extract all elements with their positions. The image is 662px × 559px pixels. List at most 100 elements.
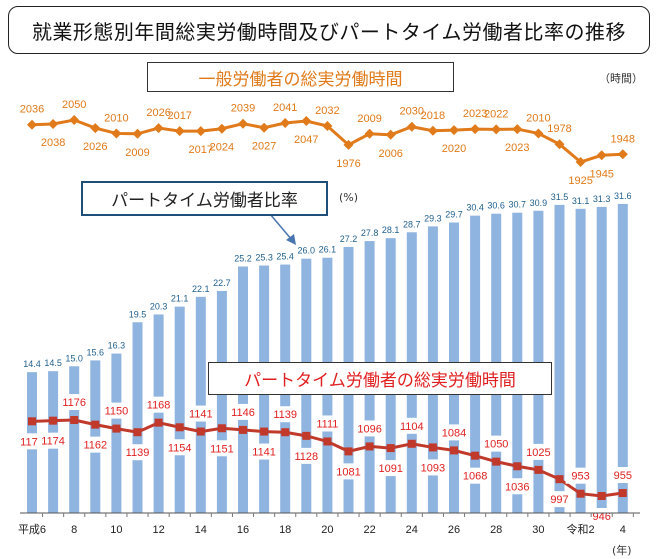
part-hours-value: 1139 [273,409,297,421]
part-hours-point [175,423,184,432]
part-hours-value-bg [586,508,617,524]
general-hours-value: 2017 [167,110,191,122]
general-hours-point [385,129,396,140]
part-hours-value: 1104 [400,421,424,433]
part-hours-value-bg [565,467,596,484]
x-tick-label: 28 [490,524,502,536]
part-hours-point [112,424,121,433]
general-hours-point [90,123,101,134]
part-hours-value: 955 [614,470,632,482]
general-hours-value: 2032 [315,105,339,117]
general-hours-value: 2026 [83,141,107,153]
x-tick-label: 22 [363,524,375,536]
part-hours-value-bg [122,444,153,461]
general-hours-value: 2010 [526,112,550,124]
general-hours-value: 1948 [611,133,635,145]
part-hours-point [239,425,247,434]
general-hours-point [406,121,417,132]
general-hours-point [238,118,248,129]
general-hours-point [470,124,481,135]
chart-title: 就業形態別年間総実労働時間及びパートタイム労働者比率の推移 [8,6,650,54]
general-hours-point [322,121,333,132]
part-hours-point [323,437,332,446]
part-hours-value: 1068 [463,471,487,483]
general-hours-point [617,149,628,160]
ratio-bar-value: 29.7 [445,209,463,219]
part-hours-point [70,416,79,424]
ratio-bar-value: 30.6 [487,201,505,211]
ratio-bar-value: 30.7 [509,200,527,210]
ratio-bar [216,290,227,513]
x-tick-label: 14 [195,524,207,536]
ratio-pointer-arrow [269,213,296,245]
part-hours-value-bg [460,467,491,484]
general-hours-value: 2026 [146,107,170,119]
part-hours-value-bg [249,443,280,460]
part-hours-value: 1084 [442,427,466,439]
part-hours-value: 1096 [357,423,381,435]
year-unit-label: (年) [612,544,632,557]
general-hours-value: 2041 [273,102,297,114]
part-hours-value: 1174 [41,436,65,448]
general-hours-point [491,124,502,135]
part-hours-value-bg [143,396,174,413]
ratio-bar-labels: 14.4 14.5 15.0 15.616.3 19.520.321.122.122.7… [23,191,631,369]
ratio-bar-value: 15.6 [87,347,105,357]
general-hours-value: 2020 [442,143,466,155]
general-hours-value: 2047 [294,134,318,146]
part-hours-value: 1081 [336,466,360,478]
general-hours-value: 2039 [231,103,255,115]
part-hours-value: 997 [550,494,568,506]
part-hours-value-bg [396,417,427,434]
part-hours-value-bg [375,460,406,477]
general-hours-point [27,119,37,130]
part-hours-value: 1150 [105,406,129,418]
general-hours-value: 2023 [463,108,487,120]
part-hours-value-bg [185,405,216,422]
ratio-bar-value: 29.3 [424,213,442,223]
part-hours-value: 1172 [20,436,44,448]
ratio-bar [111,353,122,513]
ratio-bar-value: 31.3 [593,194,611,204]
part-hours-value-bg [439,424,469,441]
part-hours-value-bg [206,440,237,457]
part-hours-value: 1141 [252,447,276,459]
part-hours-value: 1050 [484,439,508,451]
general-hours-point [153,123,164,134]
part-hours-point [534,465,543,474]
ratio-bar [575,208,586,513]
general-hours-value: 2050 [62,99,86,111]
part-hours-point [28,417,36,426]
x-tick-label: 令和2 [567,522,595,536]
ratio-bar [174,306,185,513]
part-hours-point [407,439,416,448]
general-hours-value: 2027 [252,141,276,153]
part-hours-point [555,475,564,484]
x-tick-label: 4 [620,524,626,536]
general-hours-point [512,124,523,135]
part-hours-point [302,431,311,440]
pointer-head [286,234,296,245]
general-hours-value: 2030 [400,106,424,118]
ratio-bar-value: 27.2 [340,234,358,244]
part-hours-value: 1176 [62,397,86,409]
general-hours-point [427,125,438,136]
x-tick-label: 30 [532,524,544,536]
part-hours-value: 1128 [294,451,318,463]
ratio-bar-value: 27.8 [361,228,379,238]
part-hours-point [217,424,226,433]
part-hours-value-bg [38,432,69,449]
general-hours-point [111,128,122,139]
general-hours-point [554,139,565,150]
ratio-bar-value: 26.1 [319,245,337,255]
pointer-line [269,213,293,241]
part-hours-value: 1154 [168,442,192,454]
general-hours-point [280,118,291,129]
part-hours-point [513,462,522,471]
x-tick-label: 24 [406,524,418,536]
ratio-bar [617,203,628,513]
x-tick-label: 12 [152,524,164,536]
part-hours-value-bg [59,394,90,410]
part-hours-value: 946 [593,511,611,523]
general-hours-value: 2006 [378,148,402,160]
